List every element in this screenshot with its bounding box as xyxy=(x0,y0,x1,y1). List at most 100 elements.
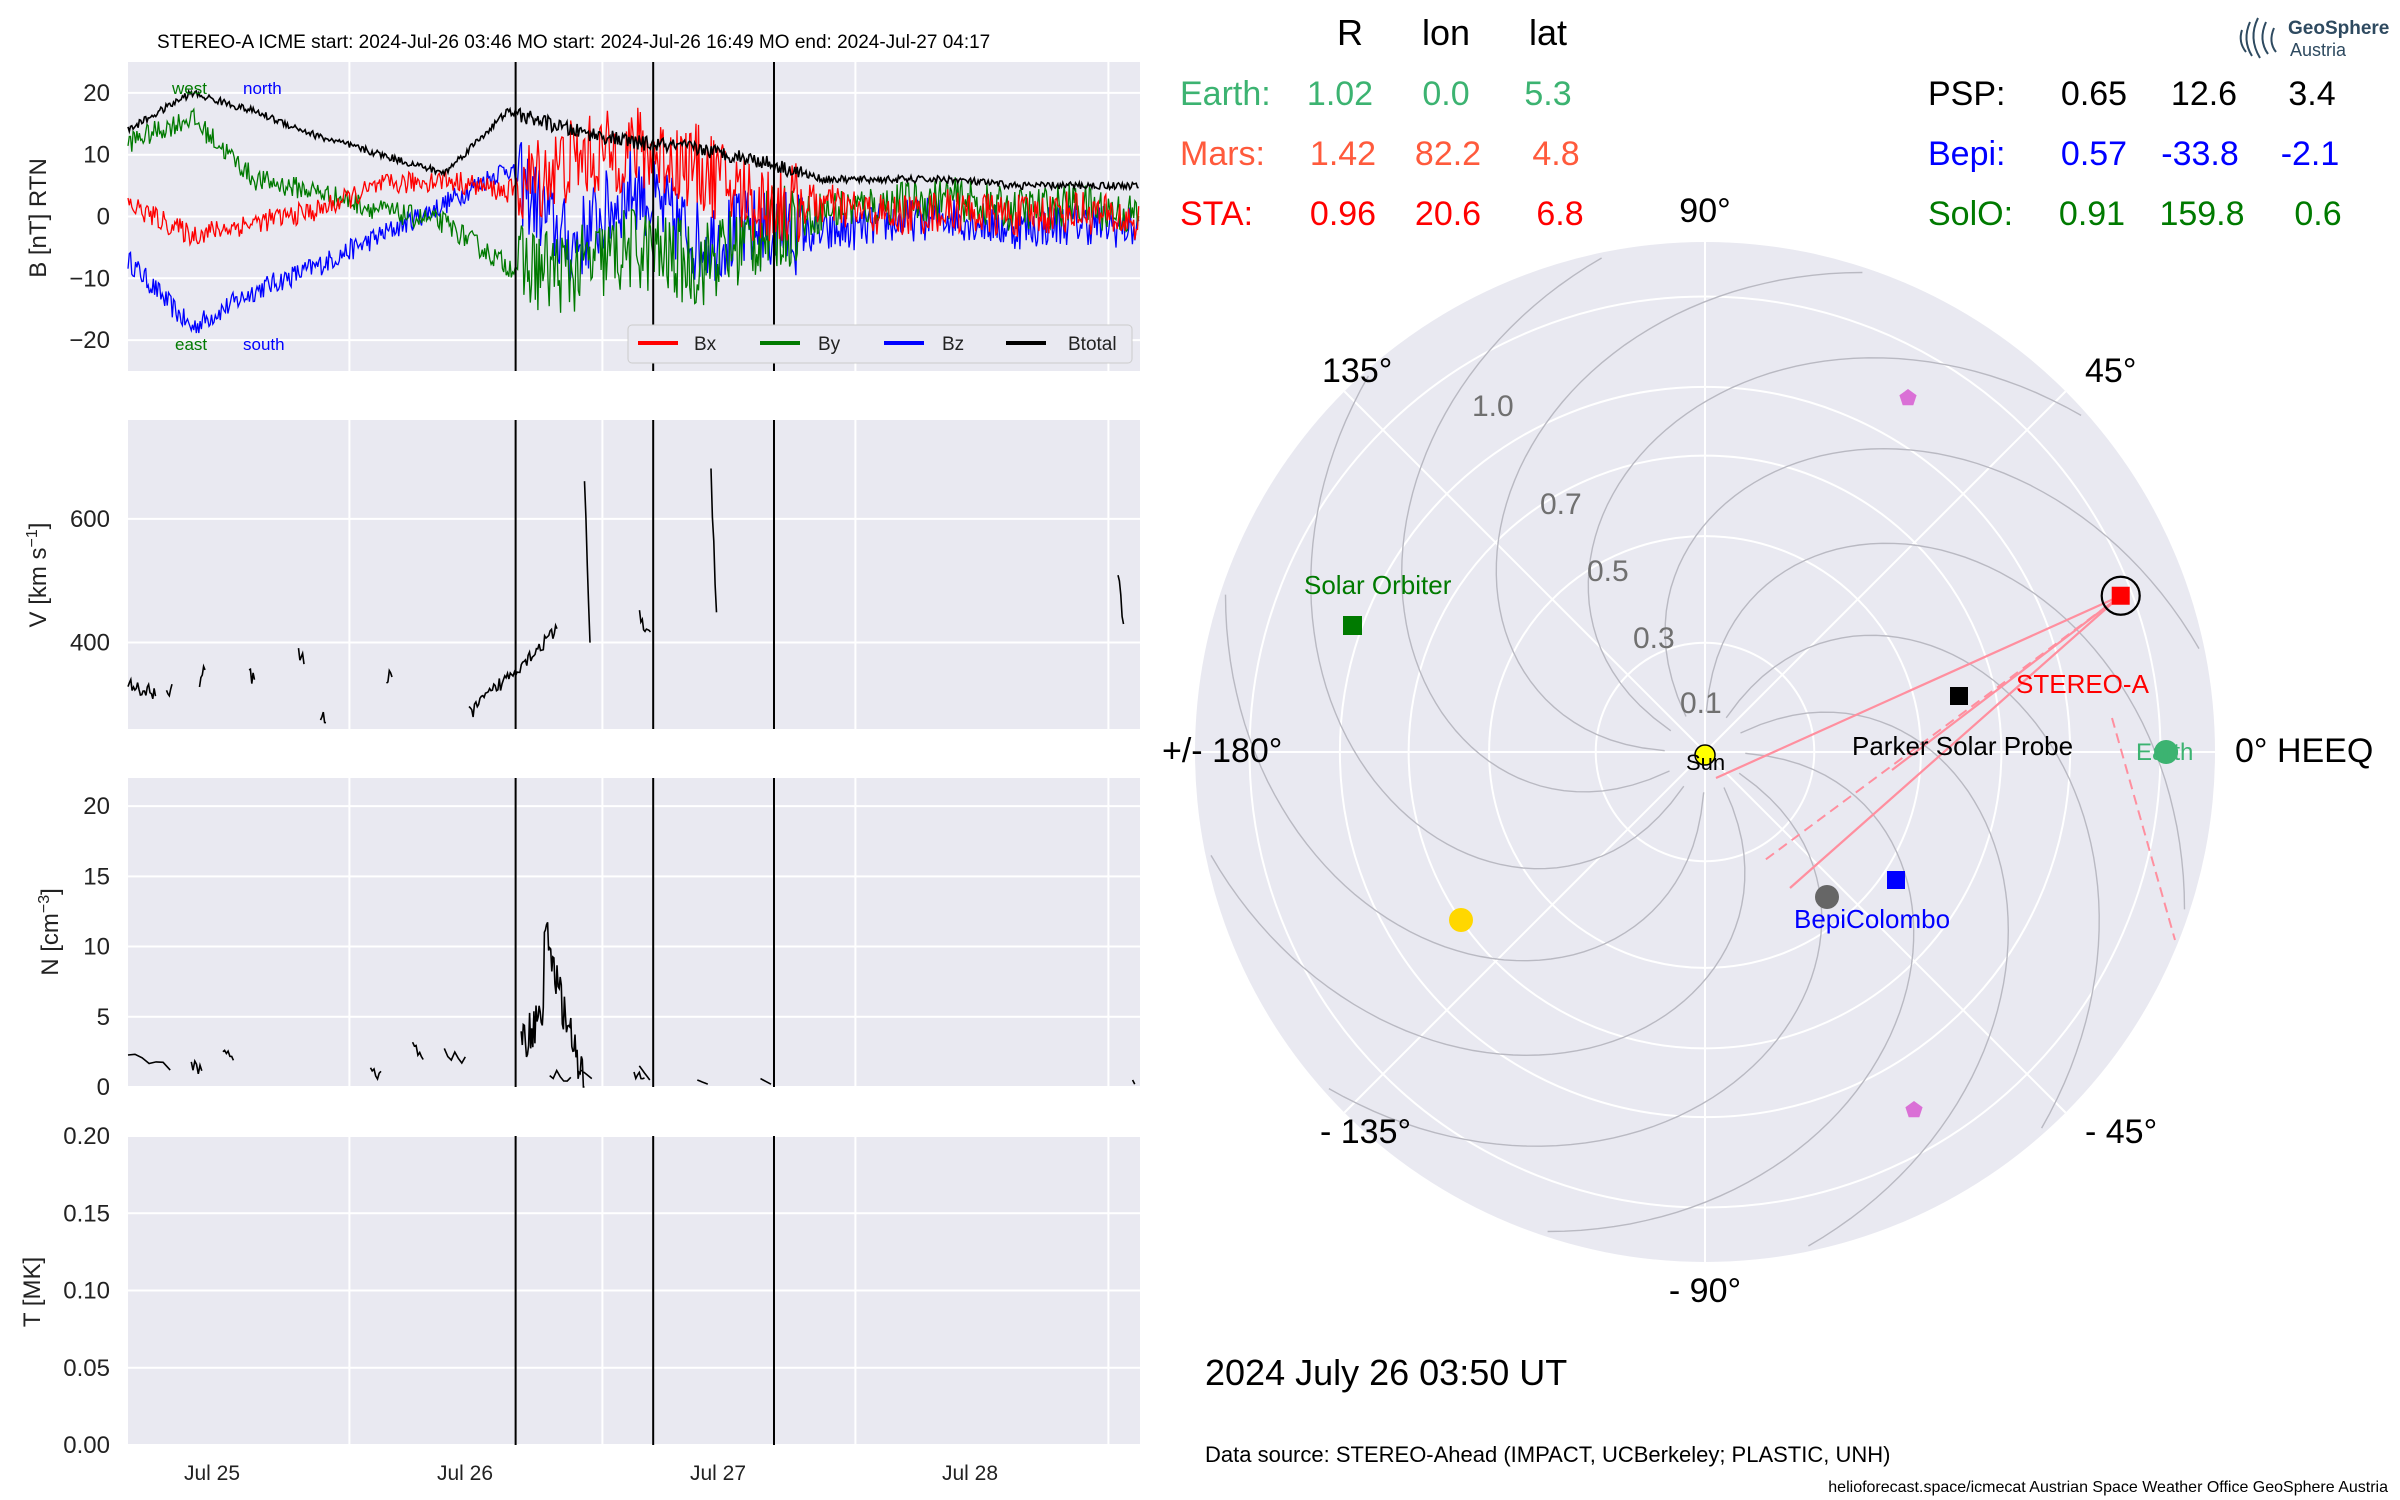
series-speed xyxy=(127,468,1125,724)
table-header-lon: lon xyxy=(1422,12,1470,53)
table-header-r: R xyxy=(1337,12,1363,53)
ytick-label: 0 xyxy=(97,204,110,231)
angle-label-90: 90° xyxy=(1679,192,1730,230)
stereo-a-ring xyxy=(2100,575,2141,616)
angle-label-m90: - 90° xyxy=(1669,1272,1741,1310)
svg-text:82.2: 82.2 xyxy=(1415,135,1481,173)
data-source-label: Data source: STEREO-Ahead (IMPACT, UCBer… xyxy=(1205,1442,1890,1467)
stereo-a-marker xyxy=(2111,586,2130,605)
svg-text:-2.1: -2.1 xyxy=(2281,135,2340,173)
ytick-label: −20 xyxy=(69,327,110,354)
angle-spoke xyxy=(1343,751,1706,1114)
svg-text:0.0: 0.0 xyxy=(1422,75,1469,113)
ytick-label: 600 xyxy=(70,506,110,533)
svg-text:5.3: 5.3 xyxy=(1524,75,1571,113)
data-series xyxy=(127,88,1140,1088)
positions-table: R lon lat Earth: 1.02 0.0 5.3 Mars: 1.42… xyxy=(1180,12,2342,233)
svg-text:0.65: 0.65 xyxy=(2061,75,2127,113)
svg-text:STA:: STA: xyxy=(1180,195,1253,233)
v-panel-background xyxy=(128,420,1140,729)
ytick-label: 15 xyxy=(83,863,110,890)
n-panel-background xyxy=(128,778,1140,1087)
geosphere-logo-icon xyxy=(2239,17,2277,59)
angle-label-m45: - 45° xyxy=(2085,1113,2157,1151)
ytick-label: 20 xyxy=(83,793,110,820)
svg-text:6.8: 6.8 xyxy=(1536,195,1583,233)
svg-text:PSP:: PSP: xyxy=(1928,75,2005,113)
svg-text:Earth:: Earth: xyxy=(1180,75,1271,113)
row-solo: SolO: 0.91 159.8 0.6 xyxy=(1928,195,2342,233)
pentagon-marker xyxy=(1905,1101,1923,1118)
svg-text:-33.8: -33.8 xyxy=(2161,135,2239,173)
angle-spoke xyxy=(1343,390,1706,753)
ytick-label: 5 xyxy=(97,1004,110,1031)
ytick-label: 10 xyxy=(83,142,110,169)
venus-marker xyxy=(1449,908,1473,932)
radial-label-1.0: 1.0 xyxy=(1472,390,1514,423)
b-ylabel: B [nT] RTN xyxy=(25,158,52,278)
south-label: south xyxy=(243,335,285,354)
credits-label: helioforecast.space/icmecat Austrian Spa… xyxy=(1828,1479,2388,1496)
bepi-label: BepiColombo xyxy=(1794,904,1950,934)
series-bz xyxy=(127,141,1140,334)
angle-label-0: 0° HEEQ xyxy=(2235,732,2373,770)
panel-gridlines xyxy=(128,62,1140,1446)
v-ylabel: V [km s−1] xyxy=(24,523,52,628)
spiral-line xyxy=(1328,772,1823,1147)
svg-text:0.91: 0.91 xyxy=(2059,195,2125,233)
sun-label: Sun xyxy=(1686,750,1725,775)
table-header-lat: lat xyxy=(1529,12,1567,53)
svg-text:0.96: 0.96 xyxy=(1310,195,1376,233)
spiral-line xyxy=(1224,594,1705,962)
plot-title: STEREO-A ICME start: 2024-Jul-26 03:46 M… xyxy=(157,32,990,53)
time-series-panels: STEREO-A ICME start: 2024-Jul-26 03:46 M… xyxy=(19,32,1140,1485)
spiral-line xyxy=(1725,634,2100,1129)
spiral-line xyxy=(1400,257,1670,793)
legend-btotal: Btotal xyxy=(1068,334,1117,355)
ytick-label: 10 xyxy=(83,934,110,961)
ytick-label: 0.20 xyxy=(63,1123,110,1150)
radial-label-0.1: 0.1 xyxy=(1680,687,1722,720)
row-bepi: Bepi: 0.57 -33.8 -2.1 xyxy=(1928,135,2339,173)
series-by xyxy=(127,107,1140,313)
svg-text:20.6: 20.6 xyxy=(1415,195,1481,233)
svg-text:Bepi:: Bepi: xyxy=(1928,135,2006,173)
polar-position-plot: 0° HEEQ 45° 90° 135° +/- 180° - 135° - 9… xyxy=(1162,192,2373,1310)
svg-text:12.6: 12.6 xyxy=(2171,75,2237,113)
angle-label-m135: - 135° xyxy=(1320,1113,1411,1151)
earth-marker xyxy=(2154,740,2179,764)
radial-label-0.3: 0.3 xyxy=(1633,622,1675,655)
xtick-jul27: Jul 27 xyxy=(690,1462,746,1485)
spiral-line xyxy=(1495,271,1863,752)
svg-text:Mars:: Mars: xyxy=(1180,135,1265,173)
event-lines xyxy=(514,62,775,1445)
svg-text:0.6: 0.6 xyxy=(2294,195,2341,233)
ytick-label: 0.10 xyxy=(63,1278,110,1305)
polar-markers xyxy=(1343,389,2179,1118)
angle-spoke xyxy=(1704,751,2067,1114)
legend-by: By xyxy=(818,334,841,355)
t-ylabel: T [MK] xyxy=(19,1257,46,1327)
datetime-label: 2024 July 26 03:50 UT xyxy=(1205,1352,1567,1393)
ytick-label: 0.05 xyxy=(63,1355,110,1382)
legend-bz: Bz xyxy=(942,334,964,355)
series-btotal xyxy=(127,88,1139,192)
legend-bx: Bx xyxy=(694,334,717,355)
west-label: west xyxy=(171,79,207,98)
svg-text:1.42: 1.42 xyxy=(1310,135,1376,173)
sun-marker xyxy=(1694,744,1716,766)
xtick-jul28: Jul 28 xyxy=(942,1462,998,1485)
series-density xyxy=(127,921,1136,1088)
ytick-label: 400 xyxy=(70,629,110,656)
ytick-label: 0.15 xyxy=(63,1200,110,1227)
east-label: east xyxy=(175,335,207,354)
spiral-line xyxy=(1547,752,1915,1233)
geosphere-logo: GeoSphere Austria xyxy=(2239,17,2389,60)
spiral-line xyxy=(1740,711,2010,1247)
ytick-label: 0 xyxy=(97,1074,110,1101)
n-ylabel: N [cm−3] xyxy=(36,888,64,976)
radial-label-0.5: 0.5 xyxy=(1587,555,1629,588)
svg-text:159.8: 159.8 xyxy=(2159,195,2244,233)
logo-line2: Austria xyxy=(2290,40,2347,60)
